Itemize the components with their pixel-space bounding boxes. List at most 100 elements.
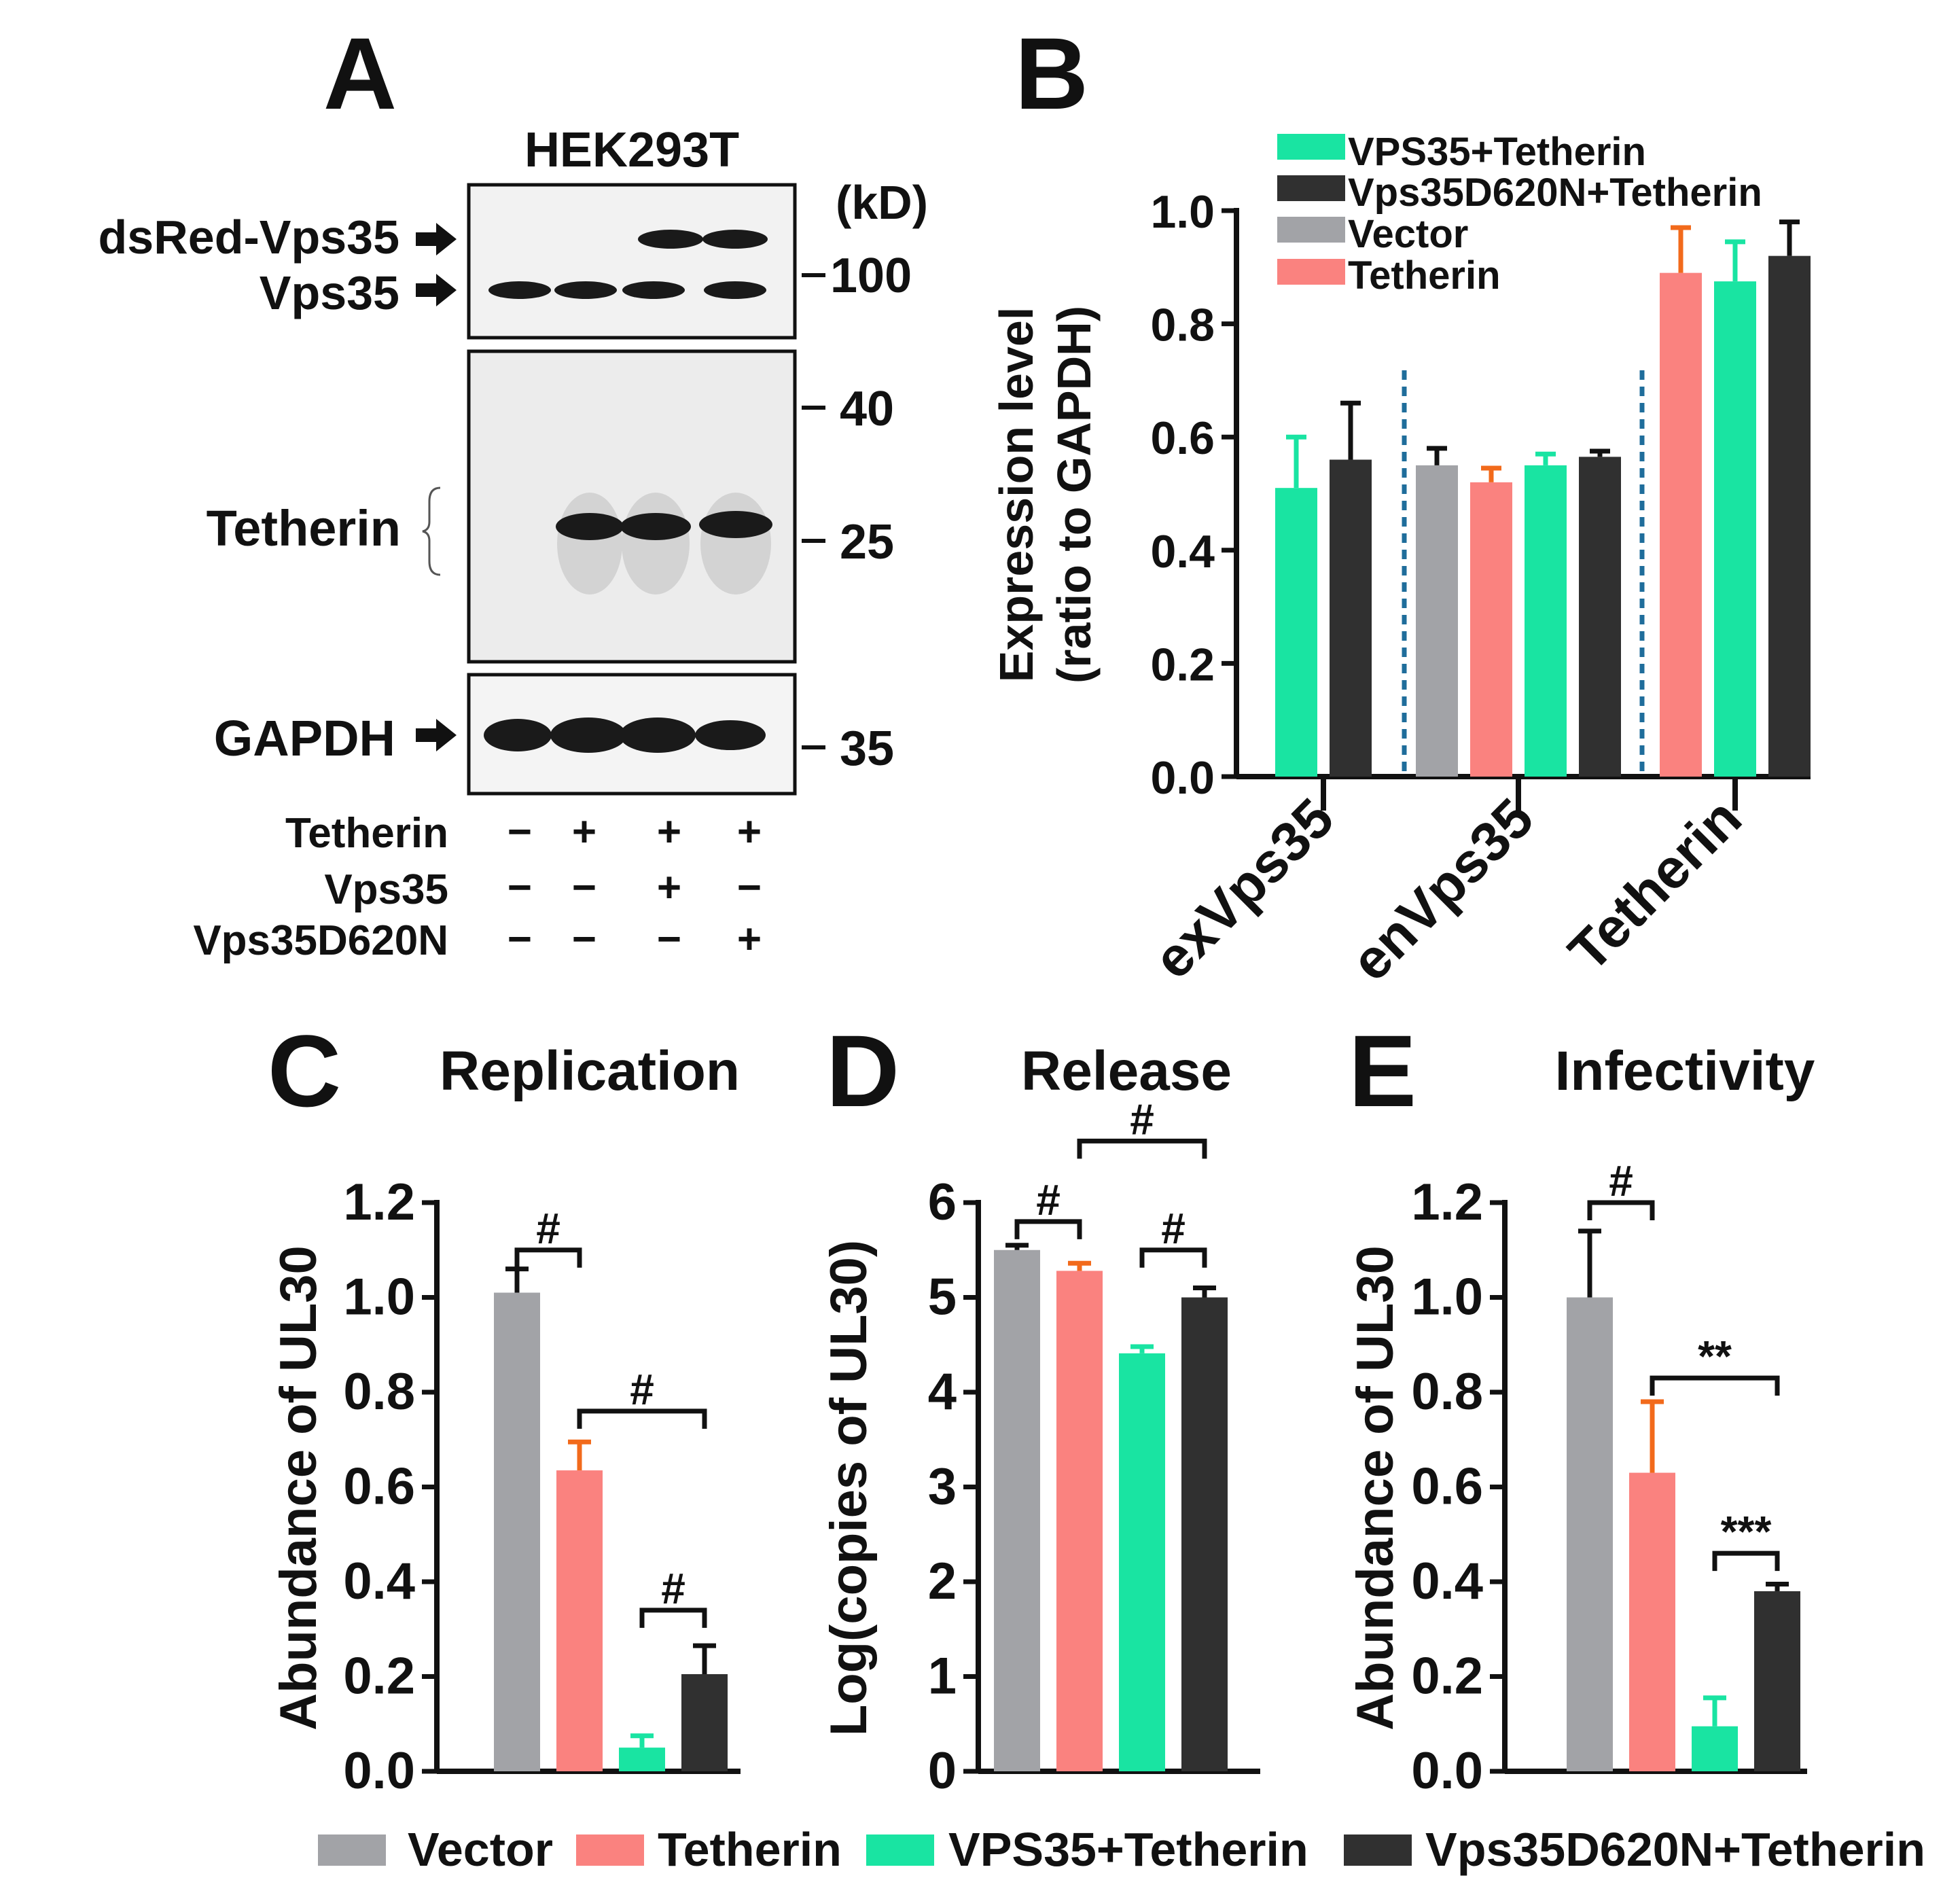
plot-c: 0.0 0.2 0.4 0.6 0.8 1.0 1.2 # # # xyxy=(343,1173,741,1800)
significance-bracket xyxy=(639,1608,707,1628)
bar xyxy=(1416,465,1458,777)
bar xyxy=(1181,1297,1228,1771)
band-tetherin-lane3 xyxy=(620,513,691,540)
arrow-vps35-icon xyxy=(416,274,457,306)
panel-d-title: Release xyxy=(1021,1040,1232,1102)
legend-swatch-vps35 xyxy=(866,1834,934,1866)
y-axis-label-secondary: (ratio to GAPDH) xyxy=(1048,306,1101,684)
bar xyxy=(681,1674,728,1771)
panel-c-title: Replication xyxy=(440,1040,740,1102)
legend-label: VPS35+Tetherin xyxy=(1348,130,1646,174)
y-tick-label: 0.8 xyxy=(1150,300,1215,351)
band-vps35-lane2 xyxy=(554,281,617,299)
marker-35: 35 xyxy=(840,722,894,776)
panel-d-letter: D xyxy=(826,1014,899,1128)
legend-label: Vector xyxy=(408,1823,553,1876)
label-tetherin-band: Tetherin xyxy=(207,500,401,556)
legend-label: Vps35D620N+Tetherin xyxy=(1425,1823,1925,1876)
panel-b: B VPS35+Tetherin Vps35D620N+Tetherin Vec… xyxy=(990,16,1811,993)
x-category-label: Tetherin xyxy=(1557,787,1753,983)
band-dsred-lane3 xyxy=(638,230,703,249)
sign: + xyxy=(572,809,596,855)
significance-label: # xyxy=(630,1365,654,1414)
band-tetherin-smear-3 xyxy=(622,493,690,595)
band-dsred-lane4 xyxy=(702,230,768,249)
legend-label: Vector xyxy=(1348,212,1468,256)
cond-vps35-name: Vps35 xyxy=(324,866,448,913)
x-category-label: exVps35 xyxy=(1142,787,1346,991)
bar xyxy=(1579,457,1621,777)
significance-bracket xyxy=(1712,1550,1780,1572)
bar xyxy=(1692,1726,1738,1771)
marker-40: 40 xyxy=(840,382,894,436)
bar xyxy=(494,1292,540,1771)
arrow-gapdh-icon xyxy=(416,719,457,751)
marker-25: 25 xyxy=(840,515,894,569)
bar xyxy=(1119,1353,1165,1771)
x-category-label: enVps35 xyxy=(1340,787,1546,993)
blot-vps35 xyxy=(467,183,797,340)
tetherin-bracket xyxy=(422,486,441,576)
panel-c-letter: C xyxy=(268,1014,341,1128)
mw-markers xyxy=(802,273,825,749)
label-gapdh: GAPDH xyxy=(214,710,395,766)
legend-swatch-vector xyxy=(1277,217,1345,243)
bar xyxy=(1330,459,1372,777)
y-tick-label: 0.0 xyxy=(1411,1742,1483,1800)
sign: − xyxy=(572,864,596,911)
sign: + xyxy=(657,864,681,911)
y-tick-label: 0.4 xyxy=(343,1553,415,1610)
bar xyxy=(556,1470,603,1771)
significance-label: # xyxy=(661,1564,685,1613)
y-tick-label: 0.6 xyxy=(343,1458,415,1516)
sign: + xyxy=(657,809,681,855)
y-tick-label: 6 xyxy=(928,1173,957,1231)
marker-100: 100 xyxy=(830,249,912,303)
y-tick-label: 1 xyxy=(928,1648,957,1705)
bar xyxy=(619,1748,665,1771)
panel-b-legend: VPS35+Tetherin Vps35D620N+Tetherin Vecto… xyxy=(1277,130,1762,298)
y-tick-label: 0.0 xyxy=(343,1742,415,1800)
plot-d: 0 1 2 3 4 5 6 # # # xyxy=(928,1095,1260,1800)
significance-bracket xyxy=(1139,1247,1207,1268)
cond-tetherin-name: Tetherin xyxy=(285,810,448,857)
bar xyxy=(1768,255,1811,777)
bar xyxy=(1470,482,1512,777)
panel-e: E Infectivity Abundance of UL30 0.0 0.2 0.… xyxy=(1347,1014,1815,1800)
y-axis-label: Expression level xyxy=(990,307,1043,683)
y-tick-label: 1.0 xyxy=(1150,186,1215,238)
band-tetherin-smear-4 xyxy=(700,493,771,595)
y-tick-label: 3 xyxy=(928,1458,957,1516)
significance-label: # xyxy=(1609,1156,1633,1205)
y-tick-label: 0.8 xyxy=(1411,1363,1483,1421)
cell-line-label: HEK293T xyxy=(524,123,739,177)
legend-swatch-vps35 xyxy=(1277,134,1345,160)
y-tick-label: 2 xyxy=(928,1553,957,1610)
band-gapdh-lane2 xyxy=(550,717,626,753)
bar xyxy=(1275,488,1317,777)
y-tick-label: 0.4 xyxy=(1411,1553,1483,1610)
legend-swatch-tetherin xyxy=(576,1834,644,1866)
panel-b-letter: B xyxy=(1015,16,1088,130)
significance-label: *** xyxy=(1721,1507,1772,1556)
sign: − xyxy=(572,916,596,963)
panel-e-letter: E xyxy=(1349,1014,1416,1128)
arrow-dsred-icon xyxy=(416,223,457,255)
sign: − xyxy=(507,864,532,911)
legend-label: VPS35+Tetherin xyxy=(948,1823,1308,1876)
band-tetherin-lane2 xyxy=(556,513,624,540)
y-tick-label: 1.0 xyxy=(1411,1269,1483,1326)
band-vps35-lane1 xyxy=(488,281,551,299)
label-dsred-vps35: dsRed-Vps35 xyxy=(99,211,399,264)
legend-swatch-d620n xyxy=(1344,1834,1412,1866)
panel-e-title: Infectivity xyxy=(1555,1040,1815,1102)
band-vps35-lane3 xyxy=(622,281,685,299)
y-tick-label: 1.0 xyxy=(343,1269,415,1326)
bar xyxy=(1660,272,1702,777)
significance-label: # xyxy=(1036,1175,1061,1224)
y-tick-label: 0.0 xyxy=(1150,752,1215,804)
panel-c: C Replication Abundance of UL30 0.00.20.… xyxy=(268,1014,741,1800)
bar xyxy=(994,1249,1040,1771)
significance-label: # xyxy=(536,1204,560,1253)
legend-swatch-vector xyxy=(318,1834,386,1866)
